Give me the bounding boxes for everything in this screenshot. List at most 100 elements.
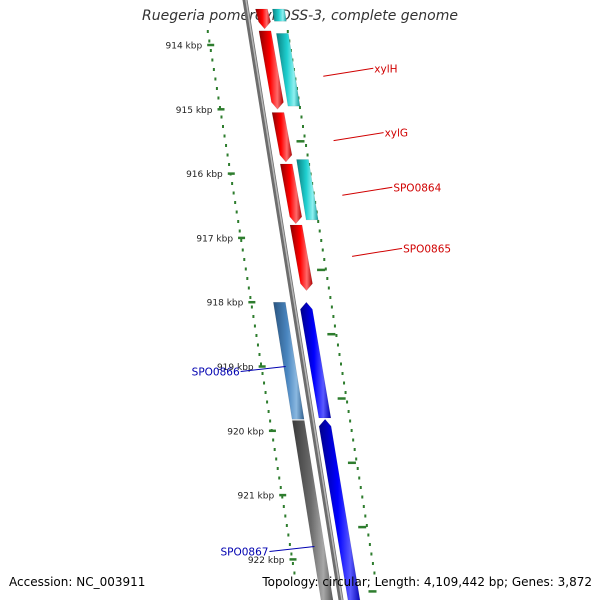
tick-label: 917 kbp [196,234,233,244]
scale-dot-left [237,220,240,223]
scale-dot-right [329,296,332,299]
gene-label-spo0864[interactable]: SPO0864 [393,182,441,194]
scale-dot-left [250,305,253,309]
tick-label: 921 kbp [238,492,275,502]
genome-backbone [242,0,344,600]
gene-blue-feature[interactable] [318,418,361,600]
scale-dot-right [373,571,376,575]
scale-dot-left [258,353,261,356]
scale-dot-right [343,381,346,385]
tick-label: 918 kbp [207,299,244,309]
gene-spo0865[interactable] [289,224,313,292]
gene-red-feature[interactable] [255,8,271,30]
scale-dot-right [336,343,339,347]
gene-xylh[interactable] [258,30,284,110]
scale-dot-left [215,87,218,90]
scale-dot-right [303,134,306,138]
gene-label-xylh[interactable]: xylH [374,63,397,75]
label-leader-line [269,546,315,553]
scale-dot-right [341,372,344,375]
scale-dot-left [267,410,270,413]
gene-spo0867[interactable] [291,420,334,600]
scale-dot-left [246,277,249,280]
scale-dot-left [209,49,212,52]
scale-dot-left [281,495,284,499]
scale-dot-left [206,30,209,33]
scale-dot-right [332,315,335,318]
gene-blue-feature[interactable] [300,301,332,419]
scale-dot-left [288,543,291,546]
scale-dot-left [220,115,223,119]
scale-dot-right [356,467,359,470]
gene-cyan-feature[interactable] [272,8,287,22]
scale-dot-right [327,286,330,290]
scale-dot-left [279,486,282,489]
scale-dot-right [318,229,321,233]
scale-dot-left [212,68,215,71]
label-leader-line [333,132,384,142]
gene-label-spo0865[interactable]: SPO0865 [403,243,451,255]
scale-dot-right [323,258,326,261]
scale-dot-left [275,457,278,461]
scale-dot-right [364,514,367,518]
scale-dot-right [371,562,374,565]
scale-dot-right [367,533,370,537]
label-leader-line [352,247,403,257]
scale-dot-left [226,153,229,157]
tick-label: 916 kbp [186,170,223,180]
scale-dot-right [344,391,347,394]
scale-dot-right [338,353,341,356]
tick-label: 915 kbp [176,106,213,116]
tick-label: 922 kbp [248,556,285,566]
scale-dot-right [306,153,309,157]
scale-dot-right [352,438,355,442]
tick-label: 919 kbp [217,363,254,373]
scale-dot-right [333,324,336,328]
scale-dot-right [300,115,303,119]
scale-dot-right [340,362,342,366]
scale-dot-left [228,163,231,166]
gene-label-spo0866[interactable]: SPO0866 [192,367,240,379]
scale-dot-right [347,410,350,413]
gene-spo0864[interactable] [279,163,303,225]
gene-cyan-feature[interactable] [276,33,301,107]
scale-dot-right [320,239,323,242]
gene-xylg[interactable] [271,112,293,163]
scale-dot-right [350,429,353,432]
scale-dot-left [231,182,234,185]
scale-dot-right [302,125,304,128]
scale-dot-left [278,476,281,480]
scale-dot-right [349,419,352,423]
scale-dot-left [217,96,220,100]
scale-dot-left [234,201,237,204]
scale-dot-left [255,334,258,337]
scale-dot-left [260,362,262,366]
scale-dot-right [368,543,371,546]
scale-dot-left [232,191,235,195]
scale-dot-right [346,400,349,404]
gene-label-spo0867[interactable]: SPO0867 [220,547,268,559]
scale-dot-left [225,144,228,147]
gene-spo0866[interactable] [273,301,305,420]
scale-dot-left [222,125,224,128]
scale-dot-left [240,239,243,242]
gene-cyan-feature[interactable] [296,159,319,221]
scale-dot-left [284,514,287,518]
scale-dot-right [324,267,327,271]
accession-text: Accession: NC_003911 [9,575,146,589]
scale-dot-left [287,533,290,537]
scale-dot-left [249,296,252,299]
scale-dot-left [244,267,247,271]
scale-dot-left [276,467,279,470]
label-leader-line [342,186,393,196]
scale-dot-right [286,30,289,33]
scale-dot-left [285,524,288,527]
genome-summary-text: Topology: circular; Length: 4,109,442 bp… [262,575,592,589]
scale-dot-left [269,419,272,423]
scale-dot-right [358,476,361,480]
scale-dot-right [321,248,324,252]
scale-dot-left [241,248,244,252]
gene-label-xylg[interactable]: xylG [385,128,408,140]
scale-dot-left [291,562,294,565]
label-leader-line [240,366,286,373]
